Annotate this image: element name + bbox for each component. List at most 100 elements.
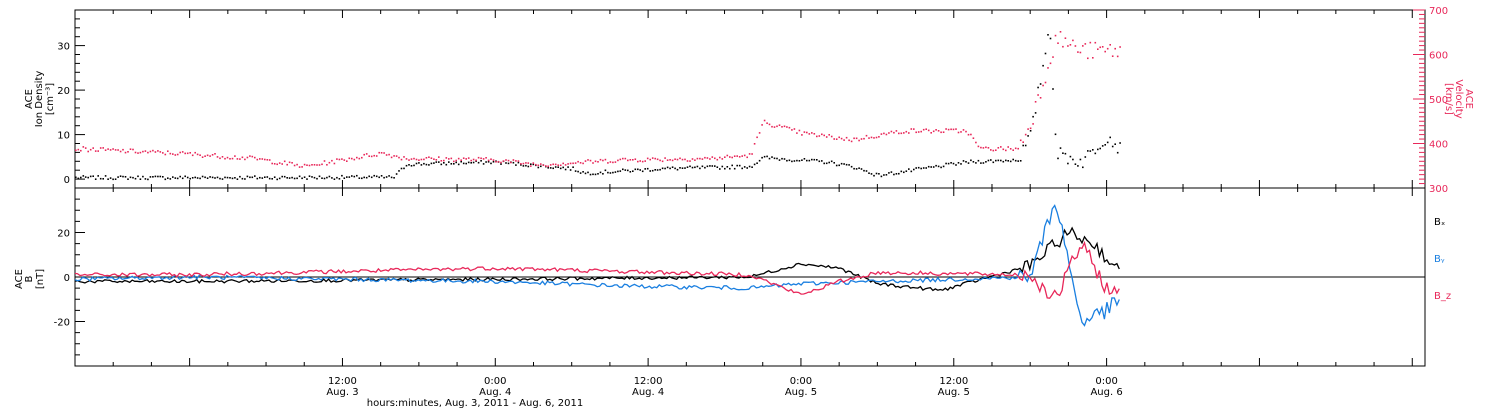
series-point xyxy=(1042,64,1044,67)
series-point xyxy=(378,151,380,154)
series-point xyxy=(236,158,239,160)
series-point xyxy=(833,162,835,164)
series-point xyxy=(351,157,353,160)
series-point xyxy=(860,168,863,170)
series-point xyxy=(547,167,549,169)
series-point xyxy=(467,157,470,159)
series-point xyxy=(390,176,393,179)
series-point xyxy=(1037,86,1039,89)
series-point xyxy=(303,163,306,166)
series-point xyxy=(738,164,741,167)
series-point xyxy=(80,149,82,152)
series-point xyxy=(845,163,848,166)
series-point xyxy=(162,176,164,178)
series-point xyxy=(129,176,132,179)
series-point xyxy=(627,169,629,172)
series-point xyxy=(920,167,922,170)
series-point xyxy=(191,177,194,179)
series-point xyxy=(137,175,139,178)
series-point xyxy=(641,170,644,173)
series-point xyxy=(169,152,172,155)
series-point xyxy=(1022,144,1024,147)
series-point xyxy=(189,177,191,180)
series-point xyxy=(614,161,617,163)
series-point xyxy=(743,154,746,157)
series-point xyxy=(1111,145,1114,148)
series-point xyxy=(637,160,639,163)
series-point xyxy=(420,158,423,161)
series-point xyxy=(482,158,485,160)
series-point xyxy=(418,162,420,164)
series-point xyxy=(1072,39,1074,42)
series-point xyxy=(761,156,763,159)
series-point xyxy=(559,164,562,167)
series-point xyxy=(629,159,632,161)
series-point xyxy=(296,177,298,180)
series-point xyxy=(617,159,619,162)
series-point xyxy=(594,160,597,163)
series-point xyxy=(756,136,758,139)
series-point xyxy=(75,149,77,152)
series-point xyxy=(719,156,721,159)
series-point xyxy=(405,158,408,160)
series-point xyxy=(1092,149,1094,151)
series-point xyxy=(920,130,922,133)
series-point xyxy=(343,177,346,179)
series-point xyxy=(694,166,696,169)
velocity-tick-label: 500 xyxy=(1429,95,1448,106)
series-point xyxy=(674,167,676,170)
series-point xyxy=(97,150,99,152)
series-point xyxy=(413,157,415,160)
series-point xyxy=(796,159,798,162)
series-point xyxy=(816,135,818,138)
series-point xyxy=(858,139,860,142)
series-point xyxy=(450,157,453,160)
series-point xyxy=(582,162,584,165)
series-point xyxy=(351,175,353,177)
series-point xyxy=(701,165,704,168)
series-point xyxy=(838,164,840,167)
series-point xyxy=(599,171,602,174)
series-point xyxy=(865,134,868,137)
series-point xyxy=(821,133,823,136)
series-point xyxy=(689,165,691,168)
series-point xyxy=(935,129,937,131)
series-point xyxy=(348,176,351,178)
series-point xyxy=(848,139,850,142)
series-point xyxy=(763,119,766,122)
series-point xyxy=(308,175,311,177)
series-point xyxy=(1000,159,1002,162)
series-point xyxy=(733,167,736,170)
series-point xyxy=(298,175,301,178)
bottom-panel-data xyxy=(74,204,1120,327)
series-point xyxy=(311,164,313,166)
series-point xyxy=(249,176,251,179)
series-point xyxy=(281,163,283,165)
series-point xyxy=(293,164,296,167)
series-point xyxy=(659,168,661,171)
series-point xyxy=(283,175,286,178)
series-point xyxy=(686,160,689,162)
series-point xyxy=(273,176,276,178)
series-point xyxy=(990,149,992,151)
series-point xyxy=(530,163,532,165)
series-point xyxy=(622,157,624,160)
series-point xyxy=(811,132,813,134)
series-point xyxy=(1017,160,1019,162)
series-point xyxy=(748,165,751,168)
series-point xyxy=(940,131,942,134)
series-point xyxy=(1039,97,1042,99)
series-point xyxy=(748,153,751,155)
series-point xyxy=(393,155,395,157)
series-point xyxy=(778,124,781,126)
series-point xyxy=(400,167,403,170)
series-point xyxy=(318,175,321,178)
series-point xyxy=(124,151,127,154)
series-point xyxy=(753,163,756,166)
velocity-tick-label: 400 xyxy=(1429,140,1448,151)
series-point xyxy=(196,153,199,156)
series-point xyxy=(532,163,535,166)
series-point xyxy=(363,153,365,156)
series-point xyxy=(840,162,843,165)
